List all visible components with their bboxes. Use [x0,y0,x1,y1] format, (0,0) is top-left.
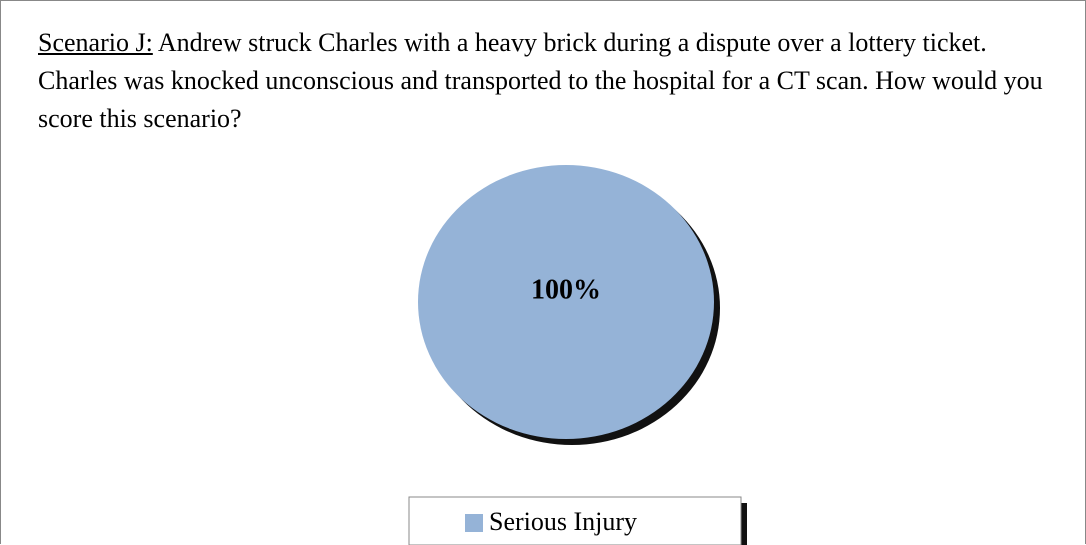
legend-label: Serious Injury [489,507,637,536]
legend-box [408,496,742,545]
chart-title: Andrew struck Charles with a heavy brick… [38,28,1043,133]
legend-swatch [465,514,483,532]
pie-slice [418,165,714,439]
scenario-label: Scenario J: [38,28,153,57]
question: Scenario J: Andrew struck Charles with a… [38,24,1068,138]
data-label: 100% [531,274,601,305]
